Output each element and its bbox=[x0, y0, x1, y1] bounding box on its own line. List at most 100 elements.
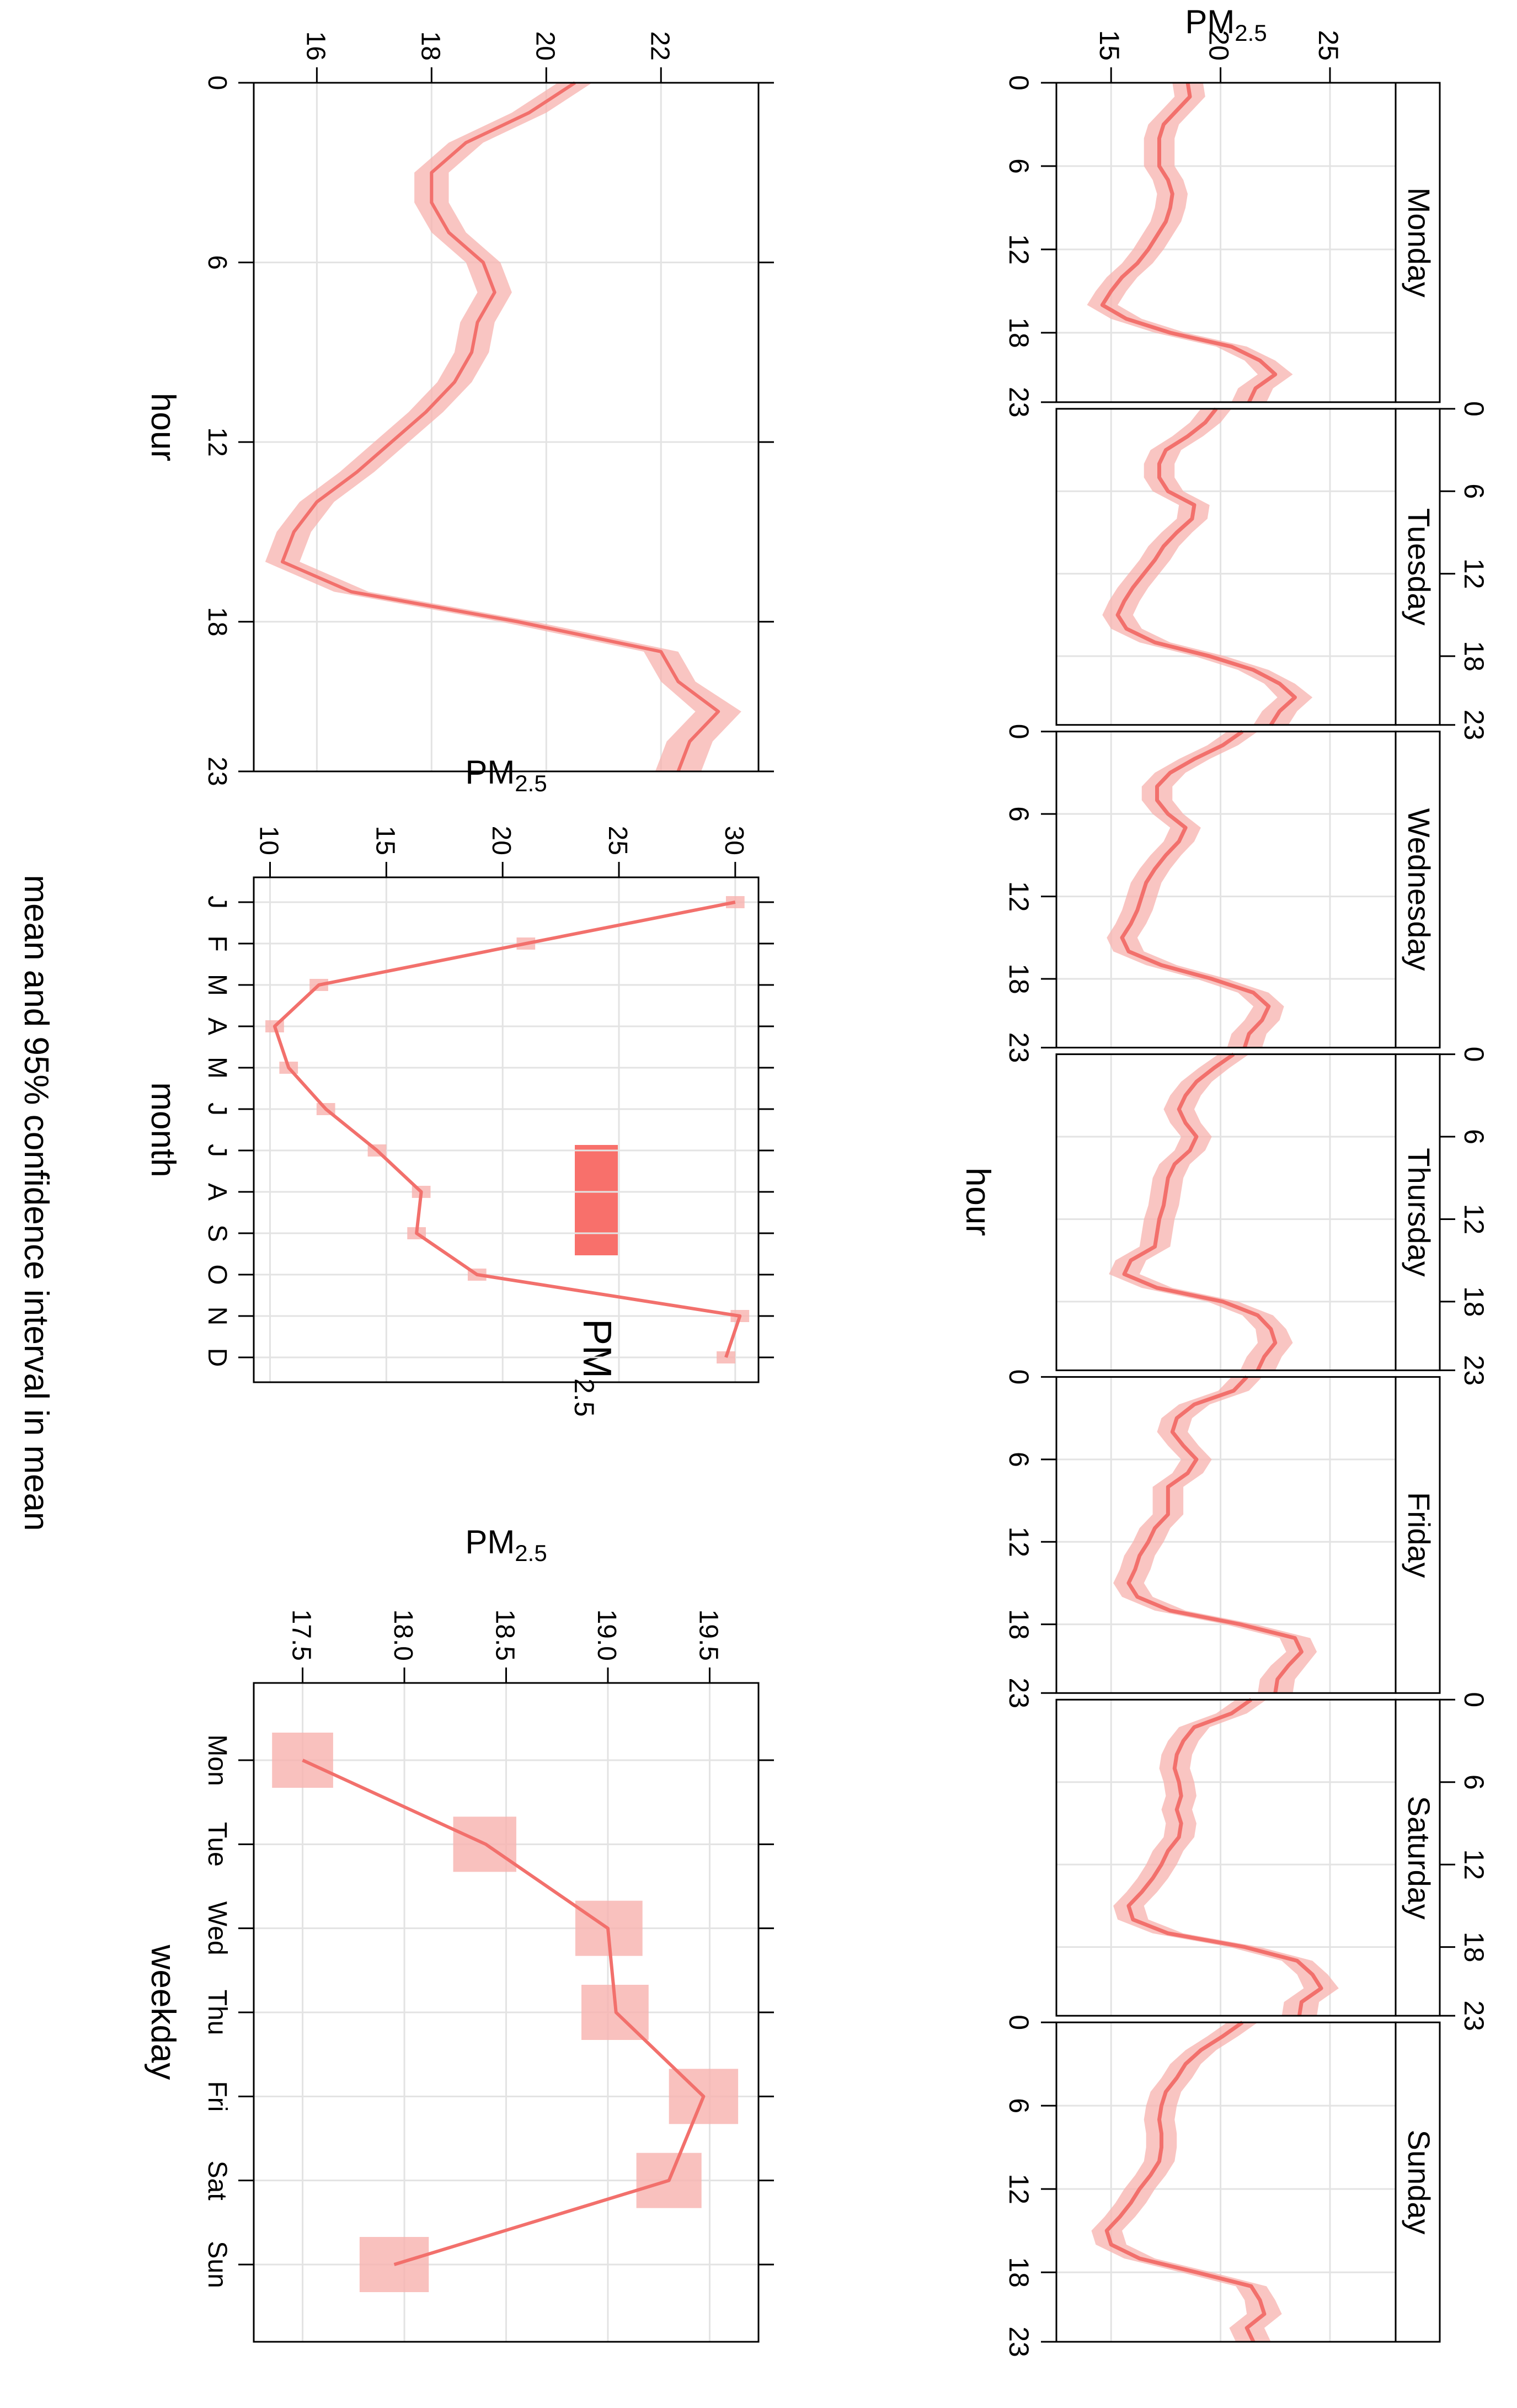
x-tick-label: Fri bbox=[202, 2081, 232, 2112]
x-tick-label: J bbox=[202, 1102, 232, 1116]
mean-line bbox=[1115, 407, 1297, 726]
mean-line bbox=[302, 1759, 706, 2266]
panel-frame bbox=[1055, 1698, 1397, 2017]
panel-frame bbox=[1055, 2021, 1397, 2343]
panel-strip-label: Tuesday bbox=[1402, 508, 1436, 626]
y-tick-label: 10 bbox=[254, 826, 284, 855]
panel-frame bbox=[253, 82, 760, 773]
panel-sunday: Sunday 0 6 12 18 23 bbox=[1003, 2015, 1441, 2357]
x-tick-label: 6 bbox=[1459, 1129, 1489, 1144]
x-tick-label: 0 bbox=[1003, 724, 1034, 739]
mean-line bbox=[1126, 1698, 1323, 2016]
panel-friday: Friday 0 6 12 18 23 bbox=[1003, 1370, 1441, 1708]
x-tick-label: 23 bbox=[1003, 1032, 1034, 1063]
x-tick-label: 12 bbox=[202, 427, 232, 456]
panel-strip-label: Sunday bbox=[1402, 2130, 1436, 2235]
panel-strip-label: Saturday bbox=[1402, 1796, 1436, 1920]
x-tick-label: 18 bbox=[1459, 1932, 1489, 1963]
y-tick-label: 18.0 bbox=[388, 1610, 418, 1661]
confidence-band bbox=[1107, 731, 1284, 1048]
x-tick-label: 23 bbox=[1003, 387, 1034, 418]
hour-overall-chart: 1618202206121823PM2.5hour bbox=[144, 31, 774, 786]
y-tick-label: 17.5 bbox=[287, 1610, 316, 1661]
x-tick-label: 12 bbox=[1003, 1526, 1034, 1557]
x-tick-label: 18 bbox=[202, 607, 232, 636]
y-tick-label: 18.5 bbox=[490, 1610, 520, 1661]
y-tick-label: 18 bbox=[415, 31, 445, 61]
panel-saturday: Saturday 0 6 12 18 23 bbox=[1055, 1692, 1489, 2031]
x-tick-label: 0 bbox=[1003, 2015, 1034, 2030]
x-tick-label: F bbox=[202, 935, 232, 951]
x-tick-label: 6 bbox=[202, 255, 232, 270]
x-tick-label: 12 bbox=[1459, 1849, 1489, 1880]
x-tick-label: 12 bbox=[1459, 558, 1489, 589]
x-tick-label: M bbox=[202, 974, 232, 996]
y-axis-label: PM2.5 bbox=[465, 1523, 547, 1566]
panel-frame bbox=[1055, 82, 1397, 403]
panel-frame bbox=[1055, 1376, 1397, 1694]
x-tick-label: M bbox=[202, 1057, 232, 1079]
confidence-band bbox=[1113, 1700, 1339, 2016]
y-tick-label: 30 bbox=[719, 826, 749, 855]
x-tick-label: 6 bbox=[1003, 158, 1034, 174]
legend-label-main: PM bbox=[575, 1319, 619, 1378]
panel-frame bbox=[1055, 731, 1397, 1049]
x-tick-label: 6 bbox=[1003, 806, 1034, 822]
confidence-band bbox=[1091, 2022, 1282, 2342]
x-tick-label: 6 bbox=[1003, 1452, 1034, 1467]
mean-line bbox=[1104, 2021, 1267, 2343]
mean-line bbox=[280, 81, 720, 773]
y-tick-label: 25 bbox=[603, 826, 632, 855]
x-tick-label: J bbox=[202, 896, 232, 909]
y-tick-label: 19.5 bbox=[693, 1610, 723, 1661]
panel-strip-label: Monday bbox=[1402, 188, 1436, 297]
y-axis-label-sub: 2.5 bbox=[515, 1540, 547, 1566]
panel-frame bbox=[1055, 1053, 1397, 1371]
y-tick-label: 15 bbox=[1094, 30, 1125, 61]
x-tick-label: Sun bbox=[202, 2241, 232, 2288]
y-tick-label: 20 bbox=[1204, 30, 1235, 61]
x-tick-label: 18 bbox=[1003, 1609, 1034, 1640]
mean-line bbox=[1120, 729, 1271, 1048]
y-axis-label-main: PM bbox=[465, 1523, 515, 1560]
y-axis-label: PM2.5 bbox=[465, 754, 547, 796]
panel-strip-label: Wednesday bbox=[1402, 808, 1436, 971]
mean-line bbox=[1122, 1052, 1278, 1371]
y-axis-label-main: PM bbox=[465, 754, 515, 791]
x-tick-label: 23 bbox=[1459, 1355, 1489, 1386]
x-tick-label: 18 bbox=[1459, 641, 1489, 672]
x-tick-label: J bbox=[202, 1144, 232, 1157]
confidence-box bbox=[359, 2237, 429, 2292]
x-tick-label: Tue bbox=[202, 1822, 232, 1867]
x-tick-label: Mon bbox=[202, 1734, 232, 1786]
x-tick-label: 12 bbox=[1003, 2173, 1034, 2204]
y-tick-label: 25 bbox=[1313, 30, 1344, 61]
panel-wednesday: Wednesday 0 6 12 18 23 bbox=[1003, 724, 1441, 1063]
x-tick-label: 18 bbox=[1003, 963, 1034, 994]
confidence-band bbox=[1113, 1377, 1317, 1693]
x-tick-label: 6 bbox=[1003, 2098, 1034, 2113]
x-axis-label: hour bbox=[959, 1168, 997, 1236]
x-tick-label: A bbox=[202, 1183, 232, 1201]
y-axis-label: PM2.5 bbox=[1185, 3, 1267, 46]
x-tick-label: 18 bbox=[1459, 1286, 1489, 1317]
weekday-chart: 17.5 18.0 18.5 19.0 19.5 Mon Tue Wed Thu Fri Sat Su… bbox=[144, 1523, 774, 2343]
y-tick-label: 20 bbox=[487, 826, 516, 855]
x-tick-label: D bbox=[202, 1348, 232, 1367]
legend-label-sub: 2.5 bbox=[569, 1378, 600, 1417]
overall-title: mean and 95% confidence interval in mean bbox=[17, 875, 55, 1531]
x-tick-label: O bbox=[202, 1264, 232, 1285]
x-tick-label: 0 bbox=[1459, 1047, 1489, 1062]
x-tick-label: N bbox=[202, 1307, 232, 1326]
mean-line bbox=[273, 901, 742, 1358]
x-tick-label: 23 bbox=[1003, 1677, 1034, 1708]
panel-strip-label: Thursday bbox=[1402, 1148, 1436, 1276]
x-tick-label: 18 bbox=[1003, 317, 1034, 348]
x-tick-label: 0 bbox=[1459, 1692, 1489, 1707]
x-tick-label: 12 bbox=[1459, 1204, 1489, 1235]
panel-strip-label: Friday bbox=[1402, 1492, 1436, 1578]
y-tick-label: 15 bbox=[370, 826, 399, 855]
